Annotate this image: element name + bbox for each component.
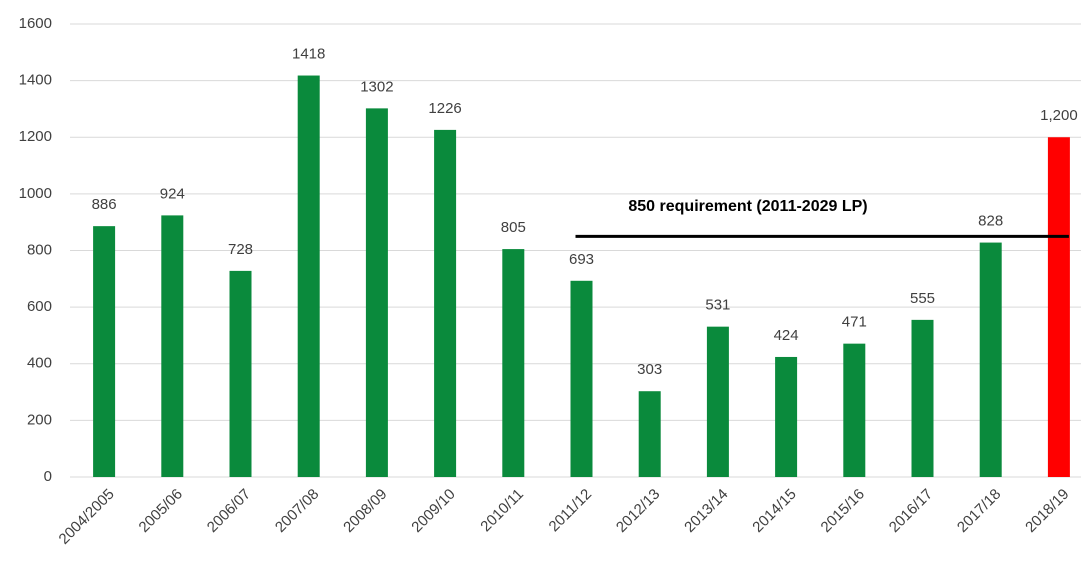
bar xyxy=(434,129,457,478)
x-tick-label: 2010/11 xyxy=(477,486,527,536)
y-tick-label: 400 xyxy=(27,355,52,372)
data-label: 924 xyxy=(160,185,185,202)
data-label: 1226 xyxy=(428,100,461,117)
data-label: 805 xyxy=(501,219,526,236)
x-tick-label: 2015/16 xyxy=(818,486,868,536)
x-tick-label: 2008/09 xyxy=(340,486,390,536)
bar xyxy=(502,249,525,477)
bar xyxy=(911,319,934,477)
bar xyxy=(229,270,252,477)
data-label: 555 xyxy=(910,290,935,307)
data-label: 471 xyxy=(842,314,867,331)
data-label: 1302 xyxy=(360,78,393,95)
bar xyxy=(706,326,729,477)
x-tick-label: 2018/19 xyxy=(1022,486,1072,536)
bar xyxy=(843,343,866,477)
x-tick-label: 2012/13 xyxy=(613,486,663,536)
data-label: 728 xyxy=(228,241,253,258)
y-tick-label: 1200 xyxy=(19,128,52,145)
data-label: 693 xyxy=(569,251,594,268)
bar xyxy=(93,226,116,477)
y-tick-label: 1000 xyxy=(19,185,52,202)
x-tick-label: 2016/17 xyxy=(886,486,936,536)
x-tick-label: 2005/06 xyxy=(136,486,186,536)
data-label: 886 xyxy=(92,196,117,213)
bar xyxy=(365,108,388,477)
x-tick-label: 2017/18 xyxy=(954,486,1004,536)
y-tick-label: 600 xyxy=(27,298,52,315)
y-tick-label: 200 xyxy=(27,411,52,428)
x-tick-label: 2011/12 xyxy=(546,486,596,536)
bar xyxy=(775,356,798,477)
data-label: 828 xyxy=(978,213,1003,230)
data-label: 1418 xyxy=(292,45,325,62)
bar xyxy=(570,280,593,477)
x-tick-label: 2006/07 xyxy=(204,486,254,536)
x-tick-label: 2014/15 xyxy=(749,486,799,536)
bar xyxy=(638,391,661,477)
bar xyxy=(161,215,184,477)
y-tick-label: 1600 xyxy=(19,15,52,32)
y-tick-label: 1400 xyxy=(19,72,52,89)
bar xyxy=(979,242,1002,477)
annotation: 850 requirement (2011-2029 LP) xyxy=(628,198,867,215)
data-label: 1,200 xyxy=(1040,107,1078,124)
x-tick-label: 2013/14 xyxy=(681,486,731,536)
x-tick-label: 2004/2005 xyxy=(56,486,118,548)
y-tick-label: 800 xyxy=(27,241,52,258)
x-tick-label: 2007/08 xyxy=(272,486,322,536)
x-tick-label: 2009/10 xyxy=(408,486,458,536)
y-tick-label: 0 xyxy=(44,468,52,485)
data-label: 303 xyxy=(637,361,662,378)
bar xyxy=(297,75,320,477)
data-label: 531 xyxy=(705,297,730,314)
data-label: 424 xyxy=(774,327,799,344)
bar xyxy=(1047,137,1070,477)
